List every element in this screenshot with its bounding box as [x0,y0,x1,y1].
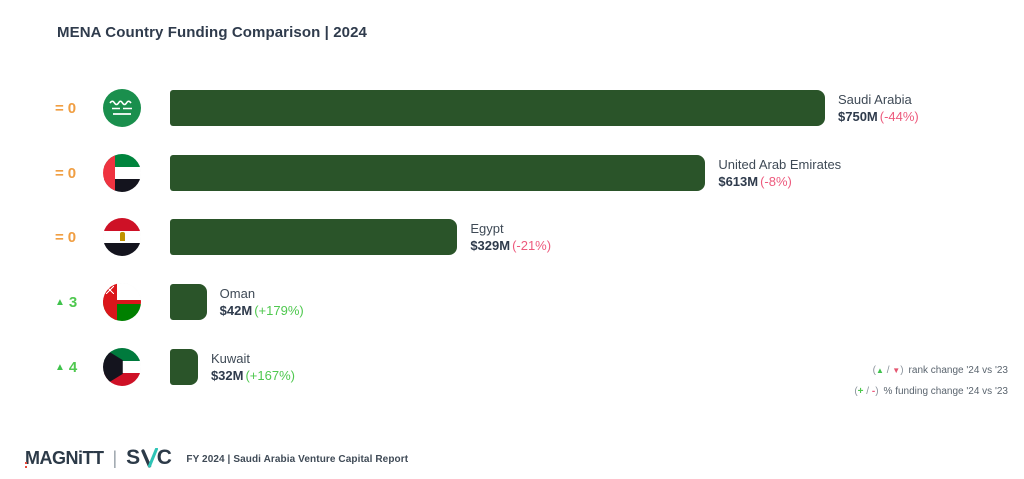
country-name: Saudi Arabia [838,92,912,107]
minus-icon: - [871,386,876,397]
egypt-flag-icon [103,218,141,256]
country-name: Oman [219,286,256,301]
funding-value: $613M [718,174,759,189]
bar-label: Egypt $329M (-21%) [470,220,551,254]
funding-change: (+167%) [245,368,295,383]
magnitt-logo: MAGNiTT [25,447,104,468]
rank-equal-icon: = [55,164,64,182]
logo-separator: | [112,447,118,468]
row-saudi-arabia: = 0 Saudi Arabia $750M (-44%) [0,89,1024,127]
bar-label: Oman $42M (+179%) [220,285,304,319]
rank-up-icon: ▲ [876,366,884,375]
country-name: Kuwait [210,351,250,366]
funding-bar [170,219,458,255]
rank-change-indicator: = 0 [55,154,95,192]
rank-change-value: 0 [67,99,77,117]
funding-bar [170,155,706,191]
oman-flag-icon [103,283,141,321]
row-egypt: = 0 Egypt $329M (-21%) [0,218,1024,256]
kuwait-flag-icon [103,348,141,386]
svc-logo: S C [126,446,173,469]
funding-change: (-21%) [512,238,552,253]
plus-icon: + [857,386,864,397]
rank-up-icon: ▲ [55,361,65,373]
funding-bar [170,284,207,320]
funding-value: $32M [210,368,244,383]
legend-rank-change: (▲ / ▼) rank change '24 vs '23 [872,365,1008,376]
rank-change-indicator: = 0 [55,218,95,256]
rank-change-value: 3 [68,293,78,311]
rank-change-value: 0 [67,164,77,182]
rank-change-indicator: = 0 [55,89,95,127]
funding-value: $42M [219,303,253,318]
rank-change-value: 0 [67,228,77,246]
funding-bar [170,349,198,385]
bar-label: Saudi Arabia $750M (-44%) [838,91,919,125]
chart-legend: (▲ / ▼) rank change '24 vs '23 (+ / -)% f… [854,360,1008,402]
uae-flag-icon [103,154,141,192]
bar-label: Kuwait $32M (+167%) [211,350,295,384]
row-kuwait: ▲ 4 Kuwait $32M (+167%) [0,348,1024,386]
funding-change: (+179%) [254,303,304,318]
row-oman: ▲ 3 Oman $42M (+179%) [0,283,1024,321]
country-name: Egypt [470,221,504,236]
legend-funding-change: (+ / -)% funding change '24 vs '23 [854,386,1008,397]
bar-label: United Arab Emirates $613M (-8%) [718,156,841,190]
rank-change-value: 4 [68,358,78,376]
rank-equal-icon: = [55,228,64,246]
svc-v-icon [140,448,158,468]
funding-change: (-8%) [760,174,792,189]
rank-change-indicator: ▲ 4 [55,348,95,386]
rank-change-indicator: ▲ 3 [55,283,95,321]
footer: MAGNiTT | S C FY 2024 | Saudi Arabia Ven… [25,446,408,470]
rank-up-icon: ▲ [55,296,65,308]
report-title: FY 2024 | Saudi Arabia Venture Capital R… [186,454,409,465]
funding-bar [170,90,825,126]
funding-value: $750M [838,109,878,124]
row-united-arab-emirates: = 0 United Arab Emirates $613M (-8%) [0,154,1024,192]
rank-down-icon: ▼ [892,366,901,375]
funding-change: (-44%) [879,109,919,124]
saudi-arabia-flag-icon [103,89,141,127]
rank-equal-icon: = [55,99,64,117]
chart-title: MENA Country Funding Comparison | 2024 [57,24,367,41]
funding-value: $329M [470,238,511,253]
country-name: United Arab Emirates [718,157,842,172]
